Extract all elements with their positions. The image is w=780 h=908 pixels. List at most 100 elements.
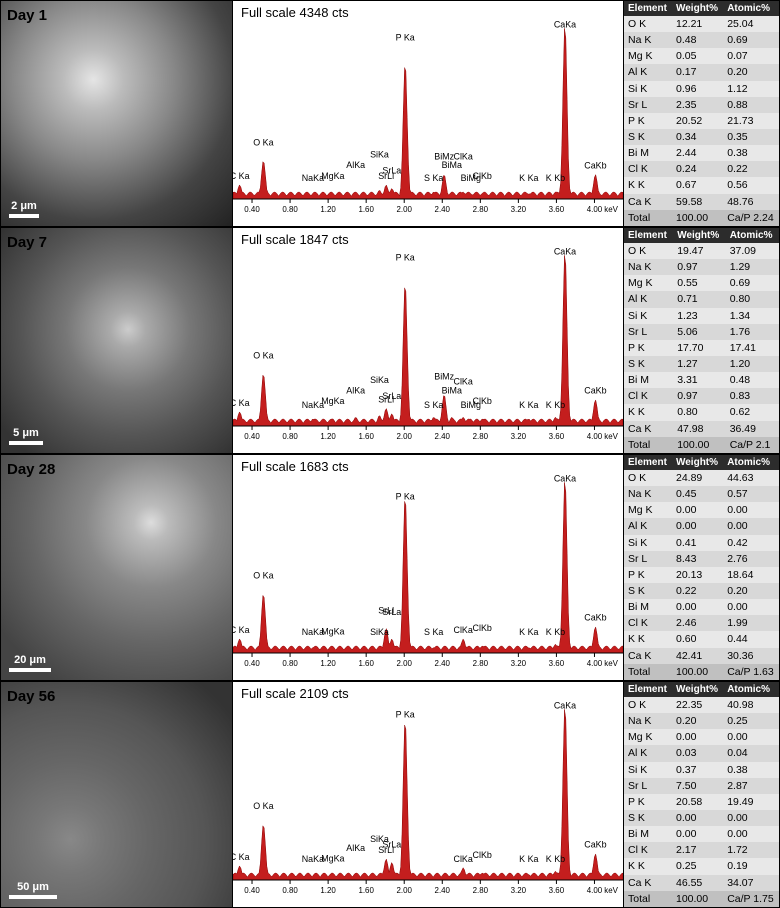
table-cell: 3.31	[673, 372, 726, 388]
table-cell: 1.72	[723, 842, 779, 858]
table-total-cell: Total	[624, 664, 672, 680]
table-cell: Ca K	[624, 648, 672, 664]
svg-text:3.60: 3.60	[549, 205, 565, 214]
table-header: Weight%	[672, 682, 723, 697]
table-cell: K K	[624, 177, 672, 193]
table-cell: 0.00	[672, 826, 723, 842]
table-cell: 0.55	[673, 275, 726, 291]
table-cell: 0.17	[672, 64, 723, 80]
table-cell: 0.03	[672, 745, 723, 761]
svg-text:0.40: 0.40	[244, 659, 260, 668]
svg-text:0.80: 0.80	[282, 659, 298, 668]
svg-text:P Ka: P Ka	[396, 710, 415, 720]
table-cell: Si K	[624, 81, 672, 97]
eds-spectrum: Full scale 2109 cts0.400.801.201.602.002…	[233, 682, 624, 907]
svg-text:ClKb: ClKb	[473, 171, 492, 181]
table-total-row: Total100.00Ca/P 1.75	[624, 891, 779, 907]
table-cell: S K	[624, 810, 672, 826]
table-row: K K0.670.56	[624, 177, 779, 193]
table-row: Al K0.170.20	[624, 64, 779, 80]
table-cell: 0.37	[672, 762, 723, 778]
svg-text:0.80: 0.80	[282, 205, 298, 214]
table-cell: Cl K	[624, 615, 672, 631]
scale-bar: 20 μm	[9, 654, 51, 672]
svg-text:1.20: 1.20	[320, 886, 336, 895]
table-row: Bi M0.000.00	[624, 826, 779, 842]
table-cell: 19.47	[673, 243, 726, 259]
table-cell: 2.76	[723, 551, 779, 567]
table-cell: 0.97	[673, 388, 726, 404]
table-cell: 0.00	[672, 518, 723, 534]
table-header: Atomic%	[723, 1, 779, 16]
svg-text:2.00: 2.00	[397, 659, 413, 668]
table-cell: Al K	[624, 291, 673, 307]
eds-spectrum: Full scale 4348 cts0.400.801.201.602.002…	[233, 1, 624, 226]
svg-text:0.40: 0.40	[244, 205, 260, 214]
table-total-cell: Ca/P 1.75	[723, 891, 779, 907]
table-header: Atomic%	[723, 455, 779, 470]
table-cell: Ca K	[624, 194, 672, 210]
svg-text:SiKa: SiKa	[370, 375, 389, 385]
table-cell: 0.07	[723, 48, 779, 64]
table-cell: 18.64	[723, 567, 779, 583]
table-row: Sr L7.502.87	[624, 778, 779, 794]
table-row: Na K0.971.29	[624, 259, 779, 275]
svg-text:SiKa: SiKa	[370, 150, 389, 160]
table-cell: Na K	[624, 32, 672, 48]
svg-text:MgKa: MgKa	[321, 854, 344, 864]
table-cell: 2.35	[672, 97, 723, 113]
svg-text:2.40: 2.40	[435, 432, 451, 441]
scale-bar: 50 μm	[9, 881, 57, 899]
table-cell: 1.20	[726, 356, 779, 372]
table-cell: 0.05	[672, 48, 723, 64]
table-cell: 1.27	[673, 356, 726, 372]
table-cell: Ca K	[624, 421, 673, 437]
table-cell: 0.56	[723, 177, 779, 193]
full-scale-label: Full scale 1847 cts	[241, 232, 349, 247]
table-cell: 0.20	[723, 583, 779, 599]
svg-text:CaKa: CaKa	[554, 474, 576, 484]
svg-text:1.20: 1.20	[320, 205, 336, 214]
table-row: Mg K0.550.69	[624, 275, 779, 291]
svg-text:S Ka: S Ka	[424, 400, 443, 410]
svg-text:ClKa: ClKa	[454, 854, 473, 864]
table-cell: 0.19	[723, 858, 779, 874]
table-cell: 20.58	[672, 794, 723, 810]
table-cell: 0.38	[723, 145, 779, 161]
table-row: Si K1.231.34	[624, 308, 779, 324]
table-row: Cl K0.970.83	[624, 388, 779, 404]
table-cell: 22.35	[672, 697, 723, 713]
svg-text:CaKb: CaKb	[584, 386, 606, 396]
full-scale-label: Full scale 4348 cts	[241, 5, 349, 20]
table-cell: 0.04	[723, 745, 779, 761]
svg-text:2.00: 2.00	[397, 432, 413, 441]
table-header: Element	[624, 455, 672, 470]
svg-text:2.80: 2.80	[473, 432, 489, 441]
table-cell: O K	[624, 243, 673, 259]
eds-spectrum: Full scale 1847 cts0.400.801.201.602.002…	[233, 228, 624, 453]
table-total-cell: Ca/P 2.24	[723, 210, 779, 226]
table-cell: 0.67	[672, 177, 723, 193]
table-total-row: Total100.00Ca/P 1.63	[624, 664, 779, 680]
svg-text:K Ka: K Ka	[519, 854, 538, 864]
svg-text:2.40: 2.40	[435, 886, 451, 895]
table-cell: 0.96	[672, 81, 723, 97]
svg-text:1.60: 1.60	[358, 205, 374, 214]
table-row: Na K0.480.69	[624, 32, 779, 48]
sem-image: Day 12 μm	[1, 1, 233, 226]
table-cell: 0.97	[673, 259, 726, 275]
table-row: O K12.2125.04	[624, 16, 779, 32]
day-label: Day 7	[7, 234, 47, 251]
table-total-row: Total100.00Ca/P 2.1	[624, 437, 779, 453]
table-cell: 40.98	[723, 697, 779, 713]
table-cell: Ca K	[624, 875, 672, 891]
table-cell: 48.76	[723, 194, 779, 210]
table-total-cell: Total	[624, 210, 672, 226]
table-cell: Si K	[624, 308, 673, 324]
sem-image: Day 2820 μm	[1, 455, 233, 680]
table-cell: K K	[624, 858, 672, 874]
table-cell: 19.49	[723, 794, 779, 810]
table-cell: 36.49	[726, 421, 779, 437]
table-cell: O K	[624, 16, 672, 32]
svg-text:C Ka: C Ka	[233, 171, 250, 181]
